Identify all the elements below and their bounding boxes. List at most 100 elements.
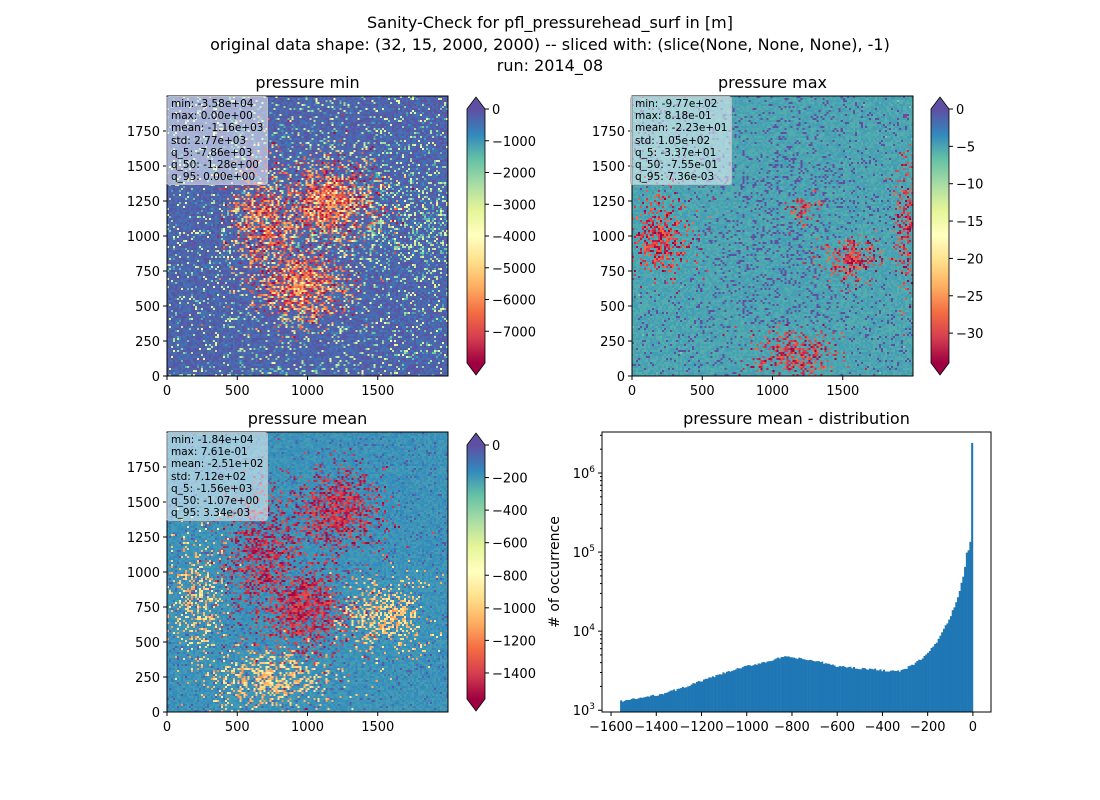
stat-max: max: 7.61e-01 — [171, 446, 248, 459]
histogram-bar — [877, 670, 880, 712]
colorbar-outline — [466, 432, 486, 712]
histogram-bar — [824, 663, 827, 712]
histogram-bar — [706, 678, 709, 712]
histogram-bar — [697, 681, 700, 712]
histogram-bar — [826, 663, 829, 712]
histogram-bar — [724, 673, 727, 712]
stat-mean: mean: -1.16e+03 — [171, 122, 264, 135]
x-tick-label: 1500 — [361, 720, 394, 735]
histogram-bar — [785, 656, 788, 712]
stat-min: min: -3.58e+04 — [171, 98, 254, 110]
histogram-bar — [623, 700, 626, 712]
histogram-bar — [683, 687, 686, 712]
x-tick-label: −1400 — [634, 720, 678, 735]
figure-title-line-3: run: 2014_08 — [496, 56, 604, 75]
histogram-bar — [821, 661, 824, 712]
histogram-bar — [912, 664, 915, 712]
histogram-bar — [927, 652, 930, 712]
histogram-bar — [969, 541, 972, 712]
y-tick-label: 0 — [152, 370, 160, 385]
y-tick-label: 750 — [600, 265, 625, 280]
colorbar-tick-label: −15 — [956, 215, 983, 230]
histogram-bar — [828, 663, 831, 712]
histogram-bar — [838, 666, 841, 712]
stat-max: max: 0.00e+00 — [171, 110, 253, 123]
colorbar-tick-label: −25 — [956, 290, 983, 305]
x-tick-label: −400 — [865, 720, 901, 735]
y-tick-label: 0 — [617, 370, 625, 385]
stats-box-pressure-mean: min: -1.84e+04 max: 7.61e-01 mean: -2.51… — [166, 432, 269, 522]
histogram-bar — [630, 698, 633, 712]
y-tick-label: 106 — [573, 465, 596, 482]
colorbar-tick-label: −3000 — [492, 198, 536, 213]
histogram-bar — [717, 674, 720, 712]
histogram-bar — [860, 669, 863, 712]
colorbar: 0 −5 −10 −15 −20 −25 −30 — [930, 96, 983, 376]
histogram-bar — [729, 671, 732, 712]
histogram-bar — [856, 668, 859, 712]
histogram-bar — [822, 663, 826, 712]
x-tick-label: 500 — [225, 720, 250, 735]
histogram-bar — [764, 662, 767, 712]
histogram-bar — [743, 666, 746, 712]
stat-mean: mean: -2.51e+02 — [171, 458, 264, 471]
panel-title: pressure max — [718, 73, 827, 92]
histogram-bar — [934, 643, 937, 712]
histogram-bar — [762, 662, 766, 712]
stat-q95: q_95: 0.00e+00 — [171, 171, 256, 184]
histogram-bar — [815, 661, 818, 712]
colorbar-tick-label: −7000 — [492, 325, 536, 340]
y-tick-label: 1250 — [127, 531, 160, 546]
histogram-bar — [643, 697, 646, 712]
histogram-bar — [851, 668, 854, 712]
histogram-bar — [718, 674, 721, 712]
histogram-bar — [810, 660, 813, 712]
stat-q50: q_50: -1.07e+00 — [171, 495, 259, 508]
plot-frame — [601, 431, 992, 713]
histogram-bar — [703, 679, 706, 712]
stat-q50: q_50: -1.28e+00 — [171, 159, 259, 172]
histogram-bar — [902, 669, 905, 712]
colorbar-tick-label: −6000 — [492, 294, 536, 309]
y-tick-label: 500 — [135, 300, 160, 315]
histogram-bar — [754, 664, 757, 712]
histogram-bar — [669, 690, 672, 712]
colorbar-tick-label: −1000 — [492, 135, 536, 150]
histogram-bar — [946, 623, 949, 712]
stats-box-pressure-min: min: -3.58e+04 max: 0.00e+00 mean: -1.16… — [166, 96, 269, 186]
y-axis-label: # of occurrence — [547, 516, 563, 628]
histogram-bar — [708, 677, 711, 712]
colorbar-tick-label: −200 — [492, 472, 528, 487]
histogram-bar — [635, 699, 639, 712]
histogram-bar — [895, 671, 898, 712]
histogram-bar — [971, 442, 974, 712]
histogram-bar — [918, 659, 921, 712]
histogram-bar — [928, 651, 931, 712]
histogram-bar — [720, 674, 723, 712]
histogram-bar — [870, 668, 873, 712]
histogram-bar — [681, 686, 684, 712]
stat-q5: q_5: -3.37e+01 — [635, 146, 717, 159]
histogram-bar — [627, 699, 630, 712]
histogram-bar — [831, 664, 834, 712]
stat-mean: mean: -2.23e+01 — [635, 122, 728, 135]
histogram-bar — [687, 686, 690, 712]
histogram-bar — [657, 695, 660, 712]
colorbar-extend-min — [467, 699, 485, 711]
y-tick-label: 750 — [135, 601, 160, 616]
histogram-bar — [678, 688, 681, 712]
y-tick-label: 1500 — [127, 160, 160, 175]
histogram-bar — [863, 667, 866, 712]
histogram-bar — [662, 694, 665, 712]
histogram-bar — [674, 690, 677, 712]
colorbar-outline — [930, 96, 950, 376]
y-tick-label: 1500 — [592, 160, 625, 175]
histogram-bar — [766, 661, 769, 712]
colorbar-tick-label: 0 — [492, 103, 500, 118]
colorbar-tick-label: −4000 — [492, 230, 536, 245]
histogram-bar — [951, 610, 954, 712]
stat-min: min: -9.77e+02 — [635, 98, 718, 110]
histogram-bar — [847, 667, 850, 712]
histogram-bar — [692, 683, 695, 712]
histogram-bar — [787, 656, 790, 712]
